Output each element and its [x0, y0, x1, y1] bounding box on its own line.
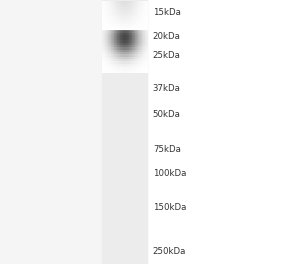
Text: 50kDa: 50kDa [153, 110, 181, 119]
Text: 20kDa: 20kDa [153, 32, 181, 41]
Text: 100kDa: 100kDa [153, 169, 186, 178]
Text: 250kDa: 250kDa [153, 247, 186, 256]
Text: 75kDa: 75kDa [153, 144, 181, 153]
Text: 15kDa: 15kDa [153, 8, 181, 17]
Text: 37kDa: 37kDa [153, 84, 181, 93]
Text: 25kDa: 25kDa [153, 51, 181, 60]
Bar [0, 0, 147, 264]
Bar [102, 0, 147, 264]
Text: 150kDa: 150kDa [153, 204, 186, 213]
